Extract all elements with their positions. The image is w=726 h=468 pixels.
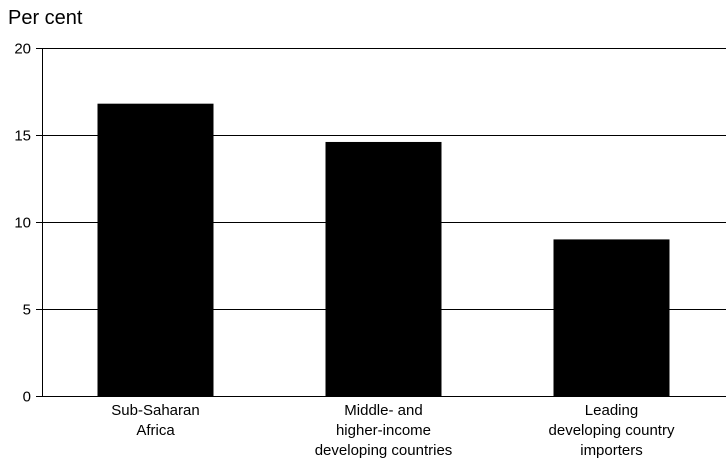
- y-tick-label: 10: [14, 215, 31, 232]
- y-tick-label: 20: [14, 41, 31, 58]
- x-axis-labels: Sub-Saharan Africa Middle- and higher-incom…: [111, 402, 675, 459]
- y-tick-label: 0: [23, 389, 31, 406]
- y-tick-label: 15: [14, 128, 31, 145]
- x-category-label: Leading developing country importers: [549, 402, 675, 459]
- bars: [97, 103, 670, 397]
- plot-frame: [42, 48, 726, 397]
- x-category-label: Middle- and higher-income developing count…: [315, 402, 453, 459]
- bar: [325, 141, 442, 396]
- y-tick-label: 5: [23, 302, 31, 319]
- y-axis-label: Per cent: [8, 7, 83, 29]
- y-axis-ticks: 0 5 10 15 20: [14, 41, 42, 406]
- bar: [553, 239, 670, 396]
- bar: [97, 103, 214, 397]
- x-category-label: Sub-Saharan Africa: [111, 402, 199, 439]
